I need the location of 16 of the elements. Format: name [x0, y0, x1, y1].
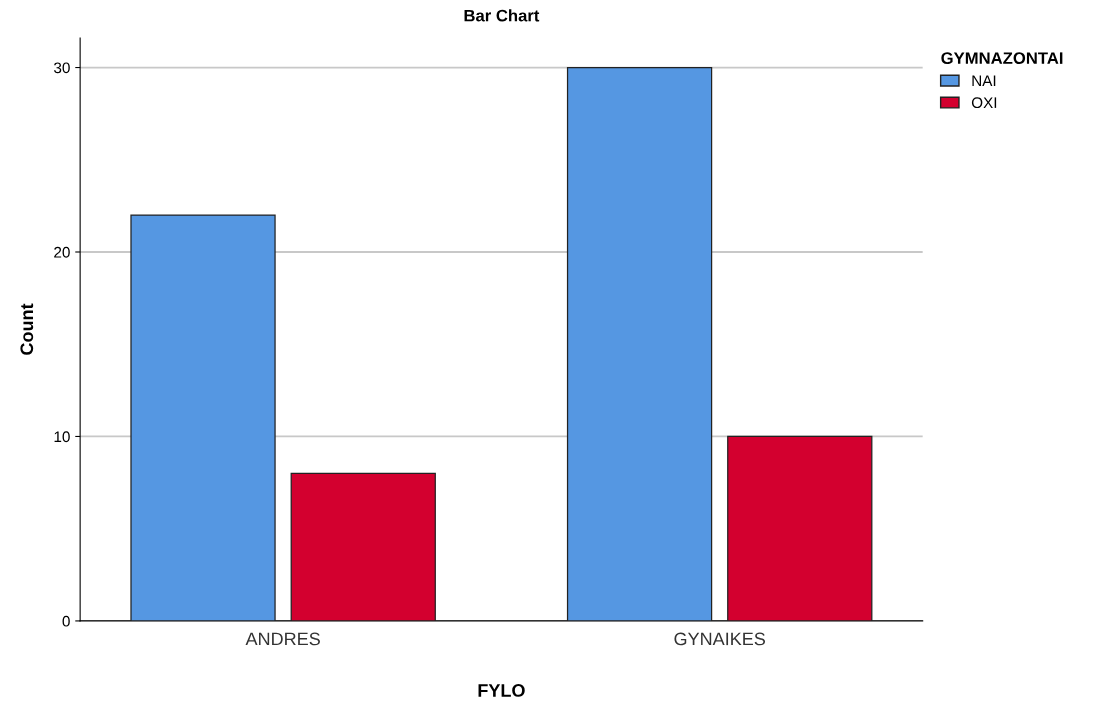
y-axis-title: Count	[20, 303, 34, 355]
bar	[727, 435, 873, 621]
y-tick-label: 20	[54, 246, 70, 258]
chart-title: Bar Chart	[464, 9, 540, 22]
y-tick-label: 10	[54, 431, 70, 443]
legend-label: OXI	[971, 97, 997, 109]
legend-title: GYMNAZONTAI	[941, 52, 1063, 65]
bar	[566, 66, 713, 621]
bar	[130, 214, 276, 621]
y-tick-label: 30	[54, 62, 70, 74]
y-tick-label: 0	[62, 615, 70, 627]
legend-label: NAI	[972, 75, 996, 87]
bar	[290, 472, 436, 621]
x-tick-label: GYNAIKES	[674, 632, 766, 646]
x-axis-title: FYLO	[478, 684, 525, 697]
x-tick-label: ANDRES	[245, 632, 320, 646]
